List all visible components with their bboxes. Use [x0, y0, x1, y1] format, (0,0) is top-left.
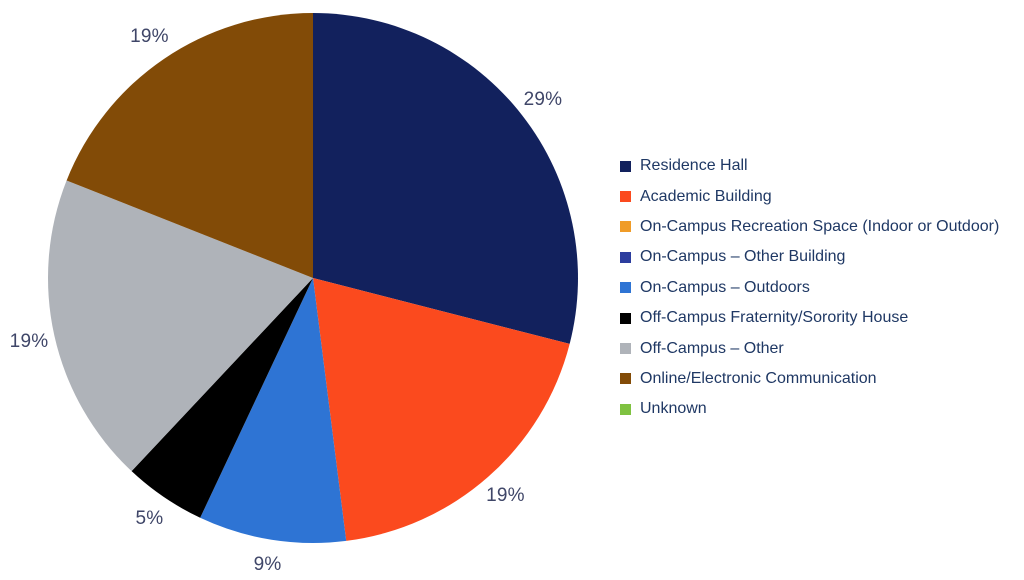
legend-label-online-electronic-communication: Online/Electronic Communication: [640, 369, 877, 387]
legend-label-unknown: Unknown: [640, 400, 707, 418]
legend-swatch-residence-hall: [620, 160, 631, 172]
chart-legend: Residence Hall Academic Building On-Campus…: [620, 151, 999, 425]
legend-swatch-unknown: [620, 403, 631, 415]
legend-item-off-campus-fraternity-sorority-house: Off-Campus Fraternity/Sorority House: [620, 303, 999, 333]
legend-label-off-campus-other: Off-Campus – Other: [640, 339, 784, 357]
legend-label-residence-hall: Residence Hall: [640, 157, 748, 175]
legend-label-on-campus-outdoors: On-Campus – Outdoors: [640, 278, 810, 296]
legend-item-unknown: Unknown: [620, 394, 999, 424]
pie-slice-on-campus-outdoors: [200, 278, 347, 543]
legend-swatch-off-campus-other: [620, 343, 631, 355]
legend-swatch-on-campus-other-building: [620, 251, 631, 263]
pie-slice-residence-hall: [313, 13, 578, 344]
pie-slice-off-campus-other: [48, 180, 313, 472]
legend-swatch-off-campus-fraternity-sorority-house: [620, 312, 631, 324]
pie-slice-online-electronic-communication: [66, 13, 313, 278]
legend-swatch-online-electronic-communication: [620, 373, 631, 385]
legend-swatch-on-campus-outdoors: [620, 282, 631, 294]
pie-slice-off-campus-fraternity-sorority-house: [131, 278, 313, 518]
legend-item-online-electronic-communication: Online/Electronic Communication: [620, 364, 999, 394]
legend-item-on-campus-recreation-space-indoor-or-outdoor: On-Campus Recreation Space (Indoor or Ou…: [620, 212, 999, 242]
legend-item-off-campus-other: Off-Campus – Other: [620, 333, 999, 363]
legend-label-on-campus-other-building: On-Campus – Other Building: [640, 248, 846, 266]
legend-label-academic-building: Academic Building: [640, 187, 772, 205]
legend-label-off-campus-fraternity-sorority-house: Off-Campus Fraternity/Sorority House: [640, 309, 909, 327]
pie-slice-academic-building: [313, 278, 570, 541]
legend-swatch-on-campus-recreation-space-indoor-or-outdoor: [620, 221, 631, 233]
legend-label-on-campus-recreation-space-indoor-or-outdoor: On-Campus Recreation Space (Indoor or Ou…: [640, 217, 1000, 235]
legend-swatch-academic-building: [620, 191, 631, 203]
legend-item-on-campus-other-building: On-Campus – Other Building: [620, 242, 999, 272]
legend-item-on-campus-outdoors: On-Campus – Outdoors: [620, 273, 999, 303]
legend-item-residence-hall: Residence Hall: [620, 151, 999, 181]
legend-item-academic-building: Academic Building: [620, 181, 999, 211]
